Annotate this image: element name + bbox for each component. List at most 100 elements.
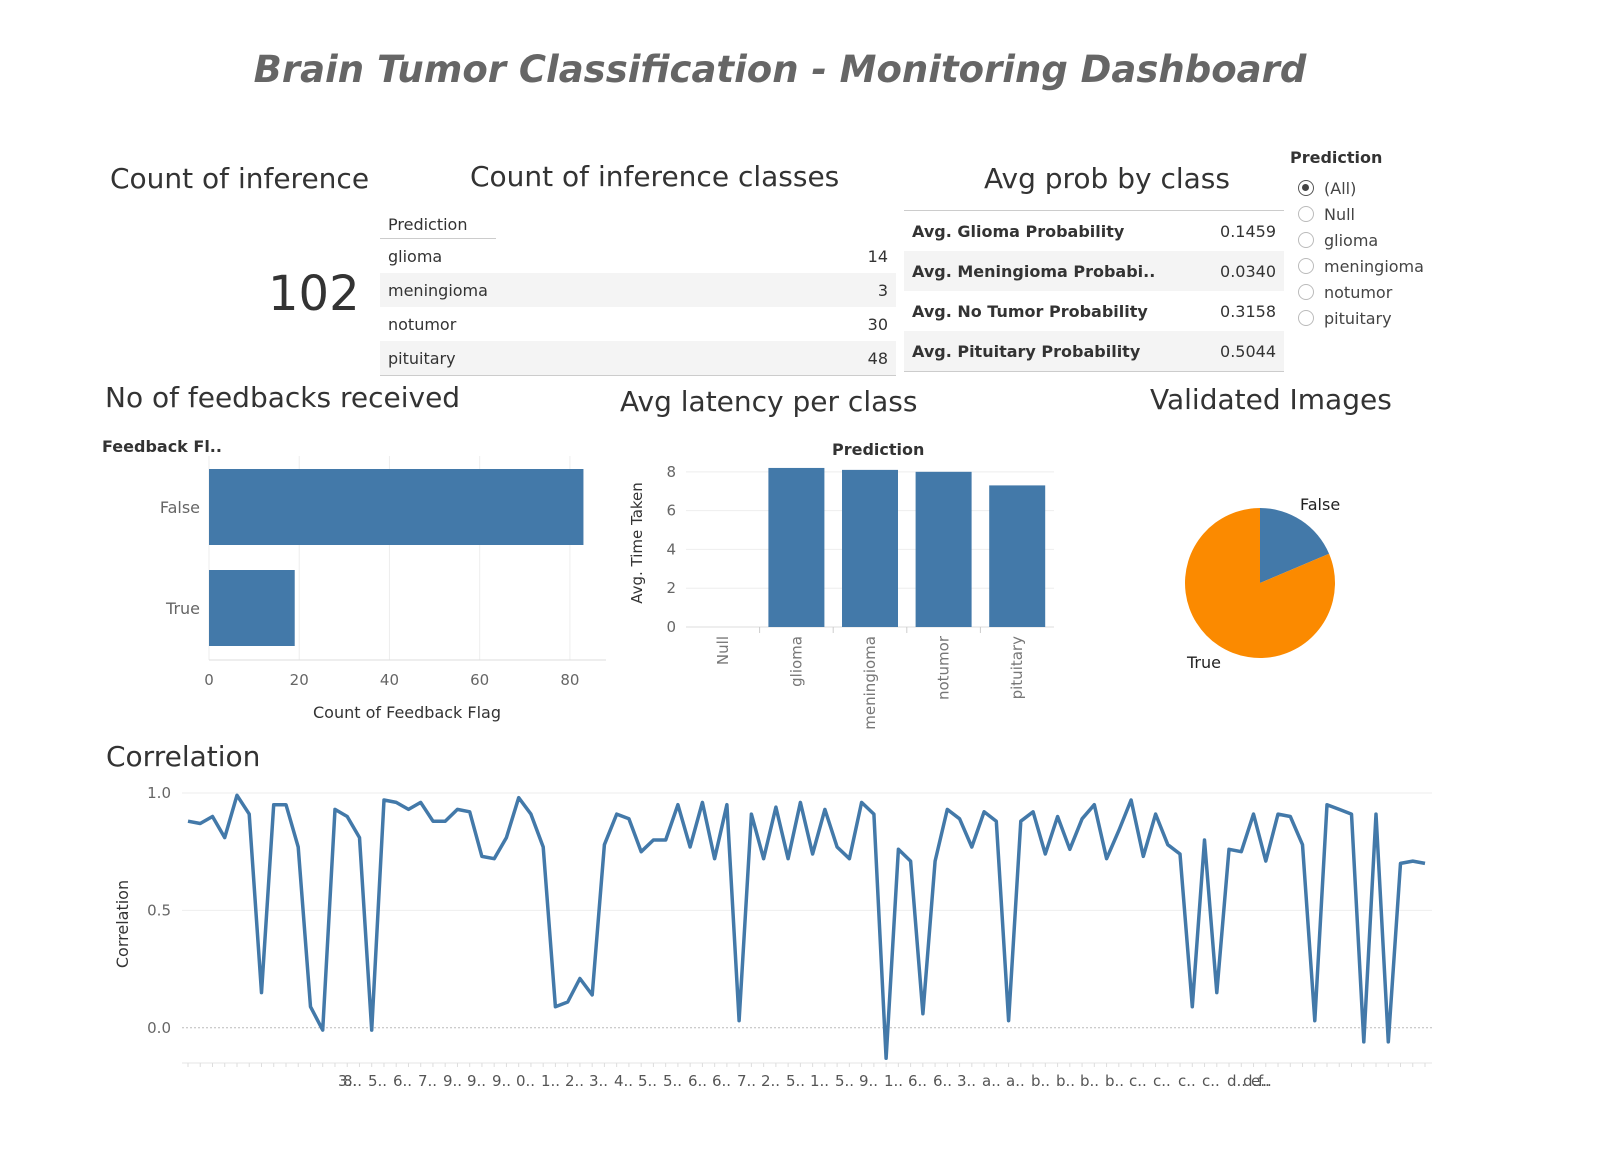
- row-value: 30: [867, 314, 888, 334]
- x-tick-label: 40: [380, 671, 399, 689]
- filter-option-label: pituitary: [1324, 308, 1392, 328]
- x-tick-label: c..: [1153, 1072, 1171, 1090]
- x-tick-label: 2..: [565, 1072, 584, 1090]
- y-tick-label: 0.0: [147, 1019, 171, 1037]
- x-tick-label: a..: [1006, 1072, 1025, 1090]
- x-tick-label: 6..: [393, 1072, 412, 1090]
- radio-icon[interactable]: [1298, 206, 1314, 222]
- filter-option[interactable]: notumor: [1298, 279, 1470, 305]
- pie-slice: [1260, 508, 1330, 583]
- radio-icon[interactable]: [1298, 258, 1314, 274]
- radio-icon[interactable]: [1298, 310, 1314, 326]
- x-tick-label: 4..: [614, 1072, 633, 1090]
- radio-icon[interactable]: [1298, 180, 1314, 196]
- bar: [915, 471, 972, 627]
- row-label: Avg. Pituitary Probability: [904, 331, 1202, 372]
- row-label: Avg. No Tumor Probability: [912, 301, 1148, 321]
- x-tick-label: 80: [560, 671, 579, 689]
- y-tick-label: 1.0: [147, 784, 171, 802]
- validated-title: Validated Images: [1150, 383, 1392, 416]
- x-category-label: pituitary: [1008, 636, 1026, 699]
- x-tick-label: c..: [1129, 1072, 1147, 1090]
- x-tick-label: 5..: [368, 1072, 387, 1090]
- x-tick-label: 1..: [810, 1072, 829, 1090]
- x-tick-label: b..: [1080, 1072, 1099, 1090]
- table-row[interactable]: Avg. Pituitary Probability 0.5044: [904, 331, 1284, 372]
- x-tick-label: c..: [1178, 1072, 1196, 1090]
- avg-prob-table: Avg. Glioma Probability 0.1459 Avg. Menin…: [904, 210, 1284, 372]
- table-row[interactable]: meningioma 3: [380, 273, 896, 307]
- table-row[interactable]: notumor 30: [380, 307, 896, 341]
- row-value: 0.0340: [1201, 251, 1284, 291]
- y-tick-label: 4: [666, 540, 676, 558]
- x-tick-label: 20: [290, 671, 309, 689]
- x-tick-label: b..: [1056, 1072, 1075, 1090]
- x-tick-label: a..: [982, 1072, 1001, 1090]
- x-tick-label: 5..: [638, 1072, 657, 1090]
- table-row[interactable]: Avg. No Tumor Probability 0.3158: [904, 291, 1284, 331]
- feedbacks-title: No of feedbacks received: [105, 381, 461, 414]
- bar: [768, 467, 825, 627]
- row-value: 0.3158: [1220, 301, 1276, 321]
- x-tick-label: 6..: [933, 1072, 952, 1090]
- y-axis-label: Correlation: [113, 880, 132, 968]
- y-tick-label: 2: [666, 579, 676, 597]
- table-row[interactable]: pituitary 48: [380, 341, 896, 376]
- y-category-label: True: [165, 599, 200, 618]
- table-row[interactable]: glioma 14: [380, 239, 896, 273]
- y-category-label: False: [160, 498, 200, 517]
- x-tick-label: c..: [1202, 1072, 1220, 1090]
- x-tick-label: 8..: [343, 1072, 362, 1090]
- x-tick-label: d..: [1227, 1072, 1246, 1090]
- latency-header: Prediction: [832, 440, 925, 459]
- filter-option[interactable]: (All): [1298, 175, 1470, 201]
- x-tick-label: 7..: [737, 1072, 756, 1090]
- filter-option-label: glioma: [1324, 230, 1379, 250]
- row-value: 48: [772, 341, 896, 376]
- filter-option[interactable]: Null: [1298, 201, 1470, 227]
- radio-icon[interactable]: [1298, 232, 1314, 248]
- bar: [209, 570, 295, 646]
- series-line: [187, 793, 1426, 1061]
- count-classes-table: Prediction glioma 14 meningioma 3 notumor 3…: [380, 212, 896, 376]
- x-tick-label: 6..: [908, 1072, 927, 1090]
- row-label: meningioma: [380, 273, 773, 307]
- pie-label: True: [1186, 653, 1221, 672]
- count-inference-title: Count of inference: [110, 162, 370, 195]
- row-label: pituitary: [380, 341, 773, 376]
- y-axis-label: Avg. Time Taken: [628, 482, 646, 604]
- table-row[interactable]: Avg. Glioma Probability 0.1459: [904, 211, 1284, 251]
- count-classes-header: Prediction: [380, 212, 496, 239]
- x-tick-label: 0: [204, 671, 214, 689]
- row-label: notumor: [388, 314, 457, 334]
- x-category-label: glioma: [787, 636, 805, 687]
- row-value: 0.1459: [1220, 221, 1276, 241]
- count-inference-value: 102: [268, 266, 360, 322]
- filter-option[interactable]: meningioma: [1298, 253, 1470, 279]
- x-tick-label: e..: [1251, 1072, 1270, 1090]
- y-tick-label: 8: [666, 463, 676, 481]
- x-tick-label: 5..: [663, 1072, 682, 1090]
- row-value: 0.5044: [1201, 331, 1284, 372]
- filter-option[interactable]: pituitary: [1298, 305, 1470, 331]
- filter-options: (All) Null glioma meningioma notumor pituitar…: [1290, 175, 1470, 331]
- y-tick-label: 0: [666, 618, 676, 636]
- x-tick-label: 9..: [443, 1072, 462, 1090]
- avg-prob-title: Avg prob by class: [984, 162, 1230, 195]
- correlation-title: Correlation: [106, 740, 261, 773]
- x-category-label: notumor: [935, 635, 953, 700]
- x-tick-label: 3..: [589, 1072, 608, 1090]
- prediction-filter: Prediction (All) Null glioma meningioma notu…: [1290, 148, 1470, 331]
- filter-option[interactable]: glioma: [1298, 227, 1470, 253]
- x-tick-label: 9..: [492, 1072, 511, 1090]
- filter-option-label: notumor: [1324, 282, 1393, 302]
- x-tick-label: 5..: [835, 1072, 854, 1090]
- x-tick-label: f..: [1258, 1072, 1272, 1090]
- x-tick-label: 3..: [957, 1072, 976, 1090]
- filter-option-label: (All): [1324, 178, 1357, 198]
- table-row[interactable]: Avg. Meningioma Probabi.. 0.0340: [904, 251, 1284, 291]
- radio-icon[interactable]: [1298, 284, 1314, 300]
